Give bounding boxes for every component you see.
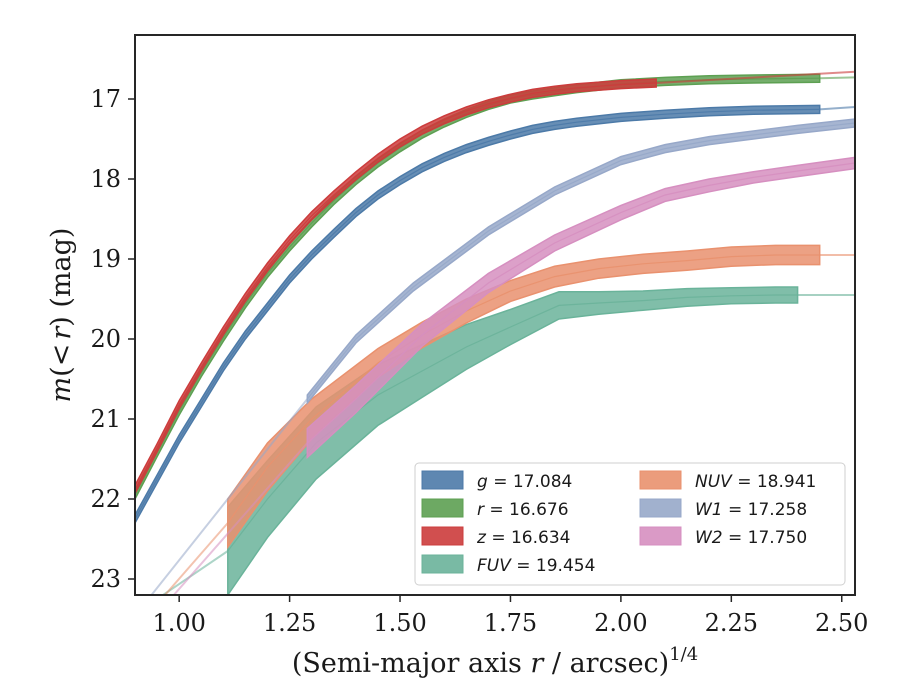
series-extension-line [819,106,855,111]
legend-label: g = 17.084 [477,472,572,492]
y-tick-label: 21 [90,405,121,433]
x-axis-label: (Semi-major axis r / arcsec)1/4 [292,644,698,679]
legend-swatch [639,498,682,518]
legend-swatch [421,526,464,546]
series-fade-in-line [163,522,229,595]
legend-item: W2 = 17.750 [639,526,807,548]
legend-item: FUV = 19.454 [421,554,595,576]
series-band [306,118,855,406]
legend-swatch [421,498,464,518]
legend-item: z = 16.634 [421,526,570,548]
legend-box [414,462,846,586]
legend-item: r = 16.676 [421,498,569,520]
y-axis-label: m(<r) (mag) [46,228,77,403]
x-tick-label: 2.25 [705,609,758,637]
series-fade-in-line [172,442,309,595]
y-tick-label: 22 [90,485,121,513]
y-tick-label: 20 [90,325,121,353]
y-tick-label: 17 [90,85,121,113]
y-tick-label: 19 [90,245,121,273]
series-line [135,108,820,520]
legend-label: W1 = 17.258 [695,500,807,520]
series-band [135,78,657,494]
series-6 [172,156,855,595]
series-2 [135,70,855,494]
legend-swatch [421,554,464,574]
series-0 [135,104,855,524]
y-axis: 17 18 19 20 21 22 23 [90,85,135,593]
x-axis: 1.00 1.25 1.50 1.75 2.00 2.25 2.50 [152,595,868,637]
legend-item: W1 = 17.258 [639,498,807,520]
legend-item: g = 17.084 [421,470,572,492]
x-tick-label: 2.50 [815,609,868,637]
y-tick-label: 18 [90,165,121,193]
legend-swatch [639,470,682,490]
series-layer [135,70,855,595]
plot-frame [134,34,856,596]
x-tick-label: 1.50 [373,609,426,637]
series-line [306,122,855,400]
legend-item: NUV = 18.941 [639,470,816,492]
series-line [135,82,657,490]
series-extension-line [819,76,855,80]
series-band [135,104,821,524]
x-tick-label: 1.75 [484,609,537,637]
series-fade-in-line [150,398,309,595]
series-line [227,254,820,524]
x-tick-label: 2.00 [594,609,647,637]
legend-label: W2 = 17.750 [695,528,807,548]
series-line [306,162,855,444]
legend-label: NUV = 18.941 [695,472,816,492]
legend-swatch [639,526,682,546]
x-tick-label: 1.00 [152,609,205,637]
series-band [306,156,855,460]
series-extension-line [656,70,855,84]
legend: g = 17.084 r = 16.676 z = 16.634 FUV = 19.4… [414,462,846,586]
legend-label: FUV = 19.454 [477,556,595,576]
x-tick-label: 1.25 [263,609,316,637]
series-5 [150,118,855,595]
legend-swatch [421,470,464,490]
legend-label: r = 16.676 [477,500,569,520]
y-tick-label: 23 [90,565,121,593]
legend-label: z = 16.634 [476,528,570,548]
